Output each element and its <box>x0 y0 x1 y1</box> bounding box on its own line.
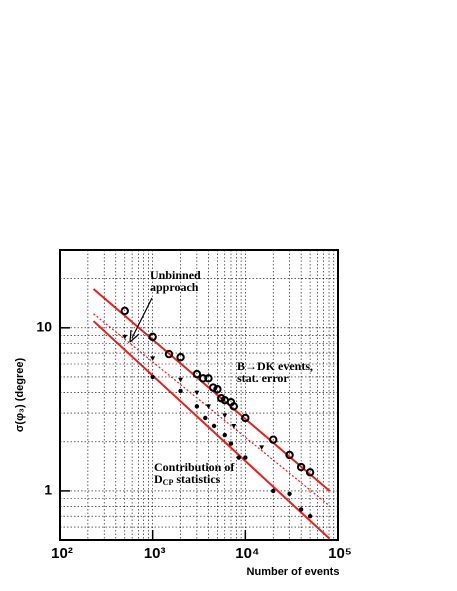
annotation: B→DK events, <box>237 359 313 373</box>
annotation-part: statistics <box>173 472 220 486</box>
fit-line <box>93 313 330 507</box>
point <box>122 334 128 340</box>
x-tick-label: 10⁵ <box>328 545 352 562</box>
point <box>287 491 292 496</box>
point <box>178 388 183 394</box>
annotation-part: stat. error <box>237 371 289 385</box>
annotation: approach <box>150 280 199 294</box>
point <box>178 377 184 383</box>
annotation: Unbinned <box>150 268 201 282</box>
point <box>236 455 241 460</box>
point <box>148 332 157 342</box>
point <box>198 374 208 383</box>
point <box>176 353 185 362</box>
point <box>194 404 200 409</box>
annotation: DCP statistics <box>154 472 221 487</box>
point <box>208 383 218 392</box>
point <box>285 450 294 460</box>
point <box>259 445 265 450</box>
y-tick-label: 1 <box>44 482 52 498</box>
point <box>164 349 174 359</box>
x-tick-label: 10³ <box>144 545 166 562</box>
annotation-part: approach <box>150 280 199 294</box>
x-tick-label: 10⁴ <box>235 545 259 562</box>
annotation-part: B→DK events, <box>237 359 313 373</box>
point <box>205 404 211 409</box>
point <box>241 413 250 423</box>
annotation: stat. error <box>237 371 289 385</box>
point <box>305 468 315 477</box>
point <box>203 415 208 421</box>
point <box>222 413 228 418</box>
fit-line <box>92 320 331 540</box>
point <box>120 306 129 316</box>
point <box>204 374 213 383</box>
point <box>307 513 313 519</box>
point <box>150 374 155 380</box>
annotation-arrowhead <box>129 329 140 343</box>
point <box>211 423 217 429</box>
annotation-part: Unbinned <box>150 268 201 282</box>
y-axis-label: σ(φ₃) (degree) <box>14 358 26 433</box>
point <box>194 390 200 396</box>
point <box>150 356 156 361</box>
annotation-part: Contribution of <box>154 460 235 474</box>
annotation-part: D <box>154 472 163 486</box>
annotation-arrow <box>131 297 153 339</box>
point <box>231 424 237 429</box>
point <box>222 432 227 438</box>
x-axis-label: Number of events <box>247 566 340 578</box>
point <box>213 385 222 394</box>
point <box>228 441 234 446</box>
point <box>229 402 238 411</box>
annotation-part: CP <box>163 478 174 487</box>
annotation: Contribution of <box>154 460 235 474</box>
y-tick-label: 10 <box>36 319 52 335</box>
point <box>296 462 306 472</box>
point <box>269 435 278 444</box>
plot-frame <box>59 249 339 541</box>
point <box>192 369 202 379</box>
point <box>271 488 276 494</box>
point <box>243 455 248 460</box>
point <box>298 507 304 512</box>
x-tick-label: 10² <box>51 545 73 562</box>
